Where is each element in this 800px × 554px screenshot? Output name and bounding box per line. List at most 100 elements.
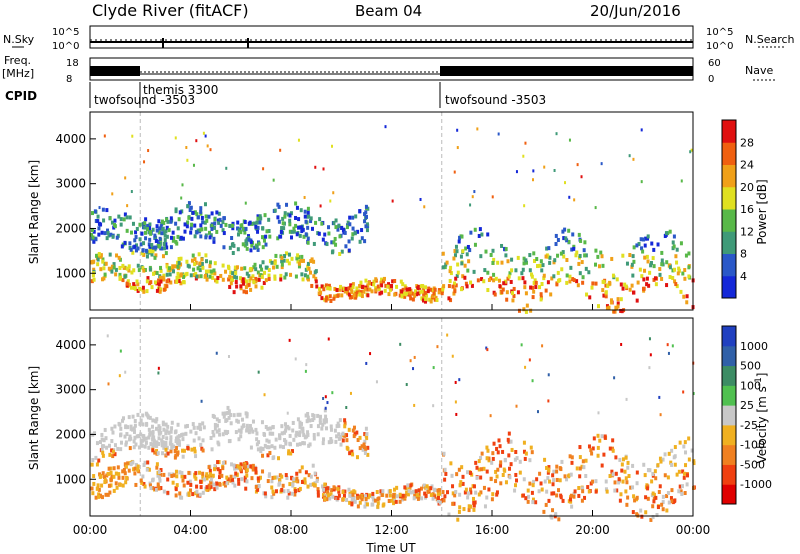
echo-cell: [661, 494, 665, 499]
echo-cell: [503, 279, 507, 284]
echo-cell: [576, 163, 579, 167]
echo-cell: [143, 484, 147, 489]
echo-cell: [477, 467, 481, 472]
echo-cell: [181, 448, 185, 453]
echo-cell: [322, 287, 326, 292]
echo-cell: [256, 247, 260, 252]
echo-cell: [268, 431, 272, 436]
echo-cell: [298, 433, 302, 438]
echo-cell: [296, 259, 300, 264]
echo-cell: [107, 382, 110, 386]
echo-cell: [251, 429, 255, 434]
echo-cell: [167, 430, 171, 435]
echo-cell: [235, 418, 239, 423]
echo-cell: [250, 427, 254, 432]
echo-cell: [133, 244, 137, 249]
echo-cell: [165, 225, 169, 230]
echo-cell: [351, 215, 355, 220]
echo-cell: [194, 260, 198, 265]
echo-cell: [392, 493, 396, 498]
echo-cell: [353, 231, 357, 236]
echo-cell: [624, 489, 628, 494]
echo-cell: [516, 290, 520, 295]
echo-cell: [646, 484, 650, 489]
echo-cell: [343, 418, 347, 423]
echo-cell: [658, 484, 662, 489]
echo-cell: [287, 451, 291, 456]
echo-cell: [245, 473, 249, 478]
echo-cell: [297, 264, 301, 269]
echo-cell: [459, 254, 463, 259]
echo-cell: [376, 284, 380, 289]
echo-cell: [164, 441, 168, 446]
echo-cell: [328, 286, 332, 291]
echo-cell: [113, 443, 117, 448]
echo-cell: [204, 226, 208, 231]
echo-cell: [322, 396, 325, 400]
echo-cell: [247, 282, 251, 287]
echo-cell: [584, 474, 588, 479]
echo-cell: [338, 252, 342, 257]
echo-cell: [614, 455, 618, 460]
echo-cell: [621, 253, 625, 258]
echo-cell: [100, 437, 104, 442]
echo-cell: [604, 479, 608, 484]
echo-cell: [570, 455, 574, 460]
echo-cell: [102, 266, 106, 271]
echo-cell: [326, 486, 330, 491]
echo-cell: [325, 242, 329, 247]
echo-cell: [201, 438, 205, 443]
echo-cell: [188, 479, 192, 484]
echo-cell: [198, 261, 202, 266]
echo-cell: [518, 459, 522, 464]
echo-cell: [554, 233, 558, 238]
echo-cell: [301, 441, 305, 446]
echo-cell: [386, 284, 390, 289]
echo-cell: [393, 278, 397, 283]
echo-cell: [464, 281, 468, 286]
echo-cell: [398, 492, 402, 497]
echo-cell: [118, 422, 122, 427]
echo-cell: [384, 125, 387, 129]
echo-cell: [441, 265, 445, 270]
echo-cell: [295, 431, 299, 436]
echo-cell: [115, 235, 119, 240]
echo-cell: [267, 268, 271, 273]
echo-cell: [147, 230, 151, 235]
echo-cell: [409, 490, 413, 495]
echo-cell: [668, 275, 672, 280]
echo-cell: [257, 440, 261, 445]
echo-cell: [144, 436, 148, 441]
echo-cell: [670, 448, 674, 453]
echo-cell: [358, 494, 362, 499]
echo-cell: [145, 279, 149, 284]
echo-cell: [109, 466, 113, 471]
echo-cell: [144, 217, 148, 222]
echo-cell: [380, 277, 384, 282]
echo-cell: [103, 427, 107, 432]
echo-cell: [626, 460, 630, 465]
echo-cell: [297, 217, 301, 222]
echo-cell: [189, 230, 193, 235]
echo-cell: [682, 471, 686, 476]
echo-cell: [383, 288, 387, 293]
echo-cell: [282, 258, 286, 263]
echo-cell: [643, 243, 647, 248]
echo-cell: [117, 214, 121, 219]
echo-cell: [511, 298, 515, 303]
echo-cell: [154, 238, 158, 243]
echo-cell: [572, 244, 576, 249]
echo-cell: [660, 502, 664, 507]
echo-cell: [672, 499, 676, 504]
echo-cell: [219, 223, 223, 228]
echo-cell: [230, 235, 234, 240]
echo-cell: [247, 274, 251, 279]
echo-cell: [343, 489, 347, 494]
echo-cell: [213, 217, 217, 222]
echo-cell: [455, 249, 459, 254]
echo-cell: [111, 430, 115, 435]
echo-cell: [215, 351, 218, 355]
echo-cell: [618, 498, 622, 503]
echo-cell: [567, 239, 571, 244]
echo-cell: [366, 452, 370, 457]
